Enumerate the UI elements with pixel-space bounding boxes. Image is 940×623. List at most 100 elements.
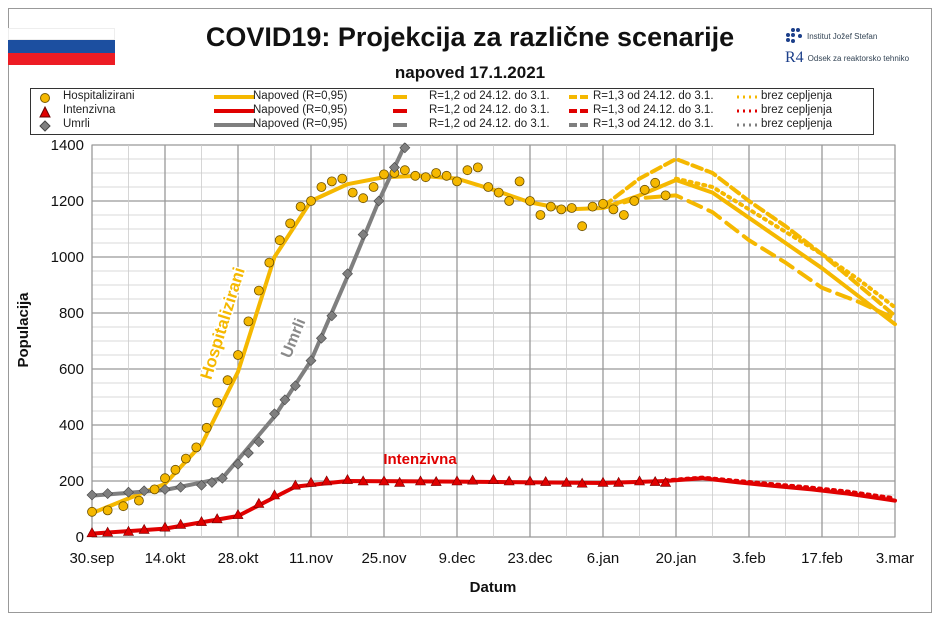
data-point-hospitalizirani xyxy=(472,162,483,173)
series-line-hospitalizirani-r-1-2-od-24-12-do-3-1- xyxy=(601,193,897,321)
legend-row-intenzivna: Intenzivna Napoved (R=0,95) R=1,2 od 24.… xyxy=(31,104,873,119)
y-tick-label: 400 xyxy=(59,417,84,434)
data-point-hospitalizirani xyxy=(587,201,598,212)
data-point-intenzivna xyxy=(357,475,369,486)
data-point-umrli xyxy=(269,408,280,420)
data-point-hospitalizirani xyxy=(639,184,650,195)
data-point-hospitalizirani xyxy=(347,187,358,198)
data-point-umrli xyxy=(326,310,338,322)
data-point-hospitalizirani xyxy=(170,464,181,475)
y-tick-label: 1000 xyxy=(51,249,84,266)
data-point-hospitalizirani xyxy=(431,168,442,178)
data-point-hospitalizirani xyxy=(180,453,191,464)
y-tick-label: 200 xyxy=(59,473,84,490)
x-tick-label: 23.dec xyxy=(507,550,553,567)
data-point-hospitalizirani xyxy=(160,473,170,484)
x-axis-title: Datum xyxy=(470,579,517,596)
data-point-hospitalizirani xyxy=(191,442,202,453)
institute-name: Institut Jožef Stefan xyxy=(807,31,878,41)
data-point-hospitalizirani xyxy=(441,170,452,181)
data-point-umrli xyxy=(123,486,134,498)
data-point-intenzivna xyxy=(633,475,646,486)
data-point-intenzivna xyxy=(540,475,552,486)
data-point-umrli xyxy=(102,488,114,500)
x-tick-label: 11.nov xyxy=(289,550,333,567)
department-name: Odsek za reaktorsko tehniko xyxy=(807,53,910,63)
legend-s12: R=1,2 od 24.12. do 3.1. xyxy=(429,118,550,130)
data-point-intenzivna xyxy=(175,518,187,529)
chart-frame xyxy=(8,8,932,613)
x-tick-label: 25.nov xyxy=(361,550,407,567)
legend-nov: brez cepljenja xyxy=(761,104,832,116)
y-tick-label: 0 xyxy=(76,529,84,546)
legend-label: Umrli xyxy=(63,118,90,130)
data-point-intenzivna xyxy=(613,476,625,487)
data-point-hospitalizirani xyxy=(545,201,556,212)
y-tick-label: 1400 xyxy=(51,137,84,154)
chart-subtitle: napoved 17.1.2021 xyxy=(394,63,546,82)
data-point-intenzivna xyxy=(576,477,588,488)
data-point-hospitalizirani xyxy=(493,187,504,198)
data-point-hospitalizirani xyxy=(285,218,296,229)
data-point-hospitalizirani xyxy=(420,172,431,183)
data-point-umrli xyxy=(289,380,301,392)
data-point-hospitalizirani xyxy=(566,203,577,213)
data-point-hospitalizirani xyxy=(452,176,462,187)
data-point-hospitalizirani xyxy=(274,235,285,246)
data-point-umrli xyxy=(232,458,244,470)
legend-s13: R=1,3 od 24.12. do 3.1. xyxy=(593,104,714,116)
data-point-umrli xyxy=(399,142,411,154)
y-axis-title: Populacija xyxy=(15,292,32,368)
data-point-hospitalizirani xyxy=(264,257,275,268)
data-point-hospitalizirani xyxy=(660,190,671,201)
data-point-hospitalizirani xyxy=(535,210,546,220)
data-point-hospitalizirani xyxy=(253,285,264,296)
data-point-umrli xyxy=(196,479,207,491)
legend-row-hospitalizirani: Hospitalizirani Napoved (R=0,95) R=1,2 o… xyxy=(31,90,873,105)
data-point-intenzivna xyxy=(649,475,661,486)
data-point-umrli xyxy=(357,229,369,241)
data-point-intenzivna xyxy=(305,476,317,487)
data-point-umrli xyxy=(316,332,327,344)
slovenia-flag xyxy=(8,28,115,65)
data-point-umrli xyxy=(159,483,171,495)
data-point-intenzivna xyxy=(253,497,265,508)
x-tick-label: 9.dec xyxy=(439,550,476,567)
data-point-hospitalizirani xyxy=(598,198,608,209)
data-point-intenzivna xyxy=(195,515,208,526)
data-point-hospitalizirani xyxy=(212,397,223,408)
data-point-intenzivna xyxy=(467,474,479,485)
y-tick-label: 1200 xyxy=(51,193,84,210)
data-point-intenzivna xyxy=(378,475,390,486)
data-point-hospitalizirani xyxy=(306,196,316,206)
data-point-umrli xyxy=(175,481,187,493)
data-point-intenzivna xyxy=(341,473,354,484)
legend-fit: Napoved (R=0,95) xyxy=(253,90,348,102)
data-point-hospitalizirani xyxy=(577,221,588,232)
data-point-hospitalizirani xyxy=(379,169,389,180)
data-point-umrli xyxy=(86,489,98,501)
data-point-umrli xyxy=(216,472,228,484)
data-point-umrli xyxy=(389,161,400,173)
data-point-hospitalizirani xyxy=(556,204,567,215)
data-point-umrli xyxy=(342,268,353,280)
data-point-hospitalizirani xyxy=(618,210,629,220)
data-point-hospitalizirani xyxy=(514,176,525,187)
x-tick-label: 6.jan xyxy=(587,550,620,567)
data-point-umrli xyxy=(243,447,254,459)
chart-title: COVID19: Projekcija za različne scenarij… xyxy=(205,22,735,52)
data-point-intenzivna xyxy=(268,489,281,500)
legend-s13: R=1,3 od 24.12. do 3.1. xyxy=(593,90,714,102)
data-point-hospitalizirani xyxy=(608,204,619,215)
data-point-hospitalizirani xyxy=(222,375,233,386)
legend-fit: Napoved (R=0,95) xyxy=(253,118,348,130)
x-tick-label: 28.okt xyxy=(218,550,260,567)
data-point-hospitalizirani xyxy=(102,505,113,516)
legend-nov: brez cepljenja xyxy=(761,90,832,102)
data-point-umrli xyxy=(305,355,317,367)
data-point-hospitalizirani xyxy=(462,165,473,176)
legend-row-umrli: Umrli Napoved (R=0,95) R=1,2 od 24.12. d… xyxy=(31,118,873,133)
annotation-intenzivna: Intenzivna xyxy=(383,451,457,468)
legend: Hospitalizirani Napoved (R=0,95) R=1,2 o… xyxy=(30,88,874,135)
data-point-hospitalizirani xyxy=(134,495,144,506)
